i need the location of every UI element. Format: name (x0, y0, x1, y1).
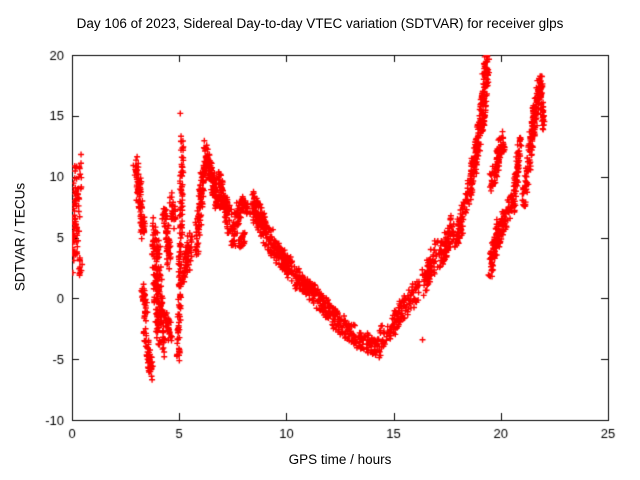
x-axis-label: GPS time / hours (288, 452, 392, 467)
y-axis-label: SDTVAR / TECUs (12, 182, 28, 292)
chart-title: Day 106 of 2023, Sidereal Day-to-day VTE… (76, 16, 564, 31)
